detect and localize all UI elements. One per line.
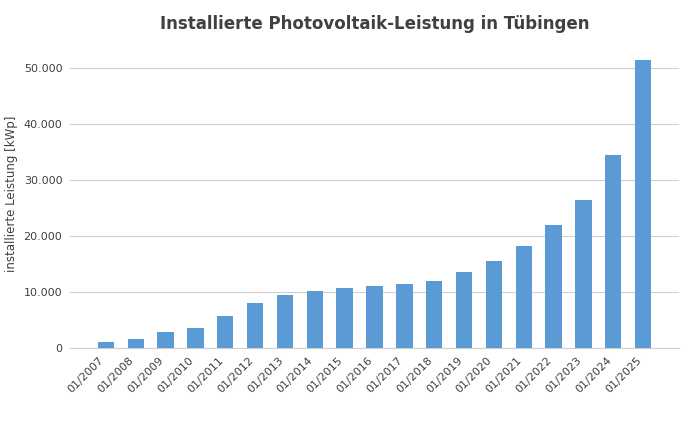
Bar xyxy=(187,328,204,348)
Bar xyxy=(545,225,562,348)
Bar xyxy=(456,273,472,348)
Bar xyxy=(307,291,323,348)
Bar xyxy=(605,155,622,348)
Title: Installierte Photovoltaik-Leistung in Tübingen: Installierte Photovoltaik-Leistung in Tü… xyxy=(160,15,589,33)
Bar xyxy=(337,288,353,348)
Bar xyxy=(247,303,263,348)
Bar xyxy=(396,284,412,348)
Bar xyxy=(515,246,532,348)
Bar xyxy=(366,286,383,348)
Bar xyxy=(486,261,502,348)
Bar xyxy=(426,281,442,348)
Bar xyxy=(158,332,174,348)
Bar xyxy=(575,200,592,348)
Bar xyxy=(635,60,651,348)
Bar xyxy=(217,316,234,348)
Bar xyxy=(276,295,293,348)
Bar xyxy=(98,342,114,348)
Y-axis label: installierte Leistung [kWp]: installierte Leistung [kWp] xyxy=(5,116,18,272)
Bar xyxy=(127,339,144,348)
